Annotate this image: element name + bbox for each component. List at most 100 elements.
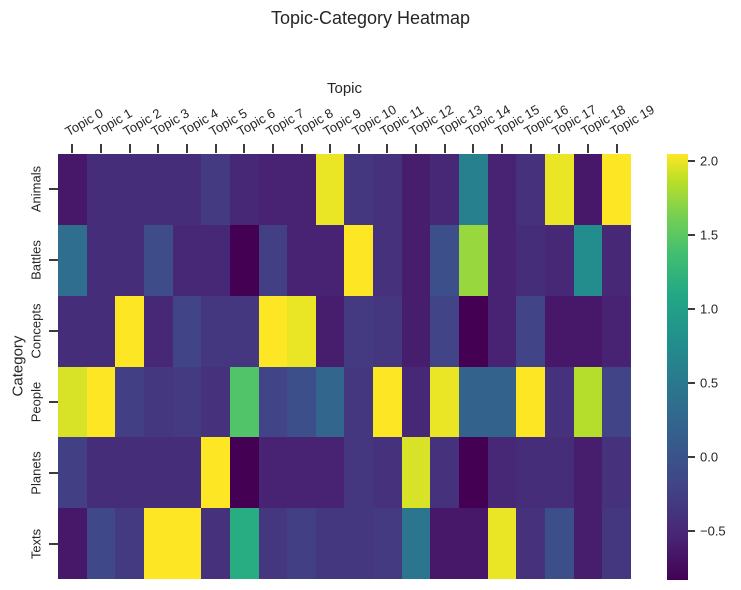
heatmap-cell [201,508,230,579]
heatmap-cell [287,154,316,225]
heatmap-cell [573,154,603,225]
y-tick [49,188,58,191]
heatmap-cell [373,508,402,579]
heatmap-cell [172,224,202,296]
heatmap-cell [487,295,517,367]
heatmap-cell [487,508,517,579]
heatmap-cell [115,295,144,367]
heatmap-cell [344,437,374,509]
heatmap-cell [430,437,460,509]
heatmap-grid [58,154,631,579]
heatmap-cell [373,437,402,509]
heatmap-cell [487,437,517,509]
x-tick [443,144,446,153]
heatmap-cell [373,154,402,225]
heatmap-cell [545,224,574,296]
x-tick [472,144,475,153]
heatmap-cell [602,437,631,509]
colorbar-tick [688,456,695,459]
x-tick [271,144,274,153]
heatmap-cell [115,366,144,438]
heatmap-cell [287,508,316,579]
heatmap-cell [430,154,460,225]
heatmap-cell [573,366,603,438]
heatmap-cell [545,154,574,225]
y-tick [49,471,58,474]
colorbar-tick-label: 0.5 [700,375,719,391]
x-tick [386,144,389,153]
heatmap-cell [172,295,202,367]
heatmap-cell [201,366,230,438]
heatmap-cell [401,508,431,579]
x-axis-label: Topic [326,80,363,97]
heatmap-cell [86,154,116,225]
heatmap-cell [573,437,603,509]
heatmap-cell [201,295,230,367]
heatmap-cell [115,154,144,225]
heatmap-cell [487,366,517,438]
heatmap-cell [459,508,488,579]
heatmap-cell [143,508,173,579]
heatmap-cell [315,295,345,367]
heatmap-cell [143,295,173,367]
heatmap-cell [545,295,574,367]
colorbar-tick [688,160,695,163]
heatmap-cell [172,508,202,579]
heatmap-cell [545,366,574,438]
x-tick [615,144,618,153]
heatmap-cell [287,295,316,367]
heatmap-cell [315,437,345,509]
heatmap-cell [115,224,144,296]
heatmap-cell [373,295,402,367]
heatmap-cell [487,154,517,225]
x-tick [128,144,131,153]
y-tick-label: Concepts [28,303,44,359]
heatmap-cell [143,154,173,225]
heatmap-cell [258,508,288,579]
heatmap-cell [86,295,116,367]
heatmap-cell [86,508,116,579]
heatmap-cell [86,224,116,296]
colorbar-tick [688,530,695,533]
y-axis-label: Category [9,335,27,397]
heatmap-cell [258,224,288,296]
x-tick [501,144,504,153]
heatmap-cell [172,437,202,509]
heatmap-cell [115,508,144,579]
heatmap-cell [58,508,87,579]
heatmap-cell [229,508,259,579]
x-tick [529,144,532,153]
heatmap-cell [143,366,173,438]
heatmap-cell [201,154,230,225]
x-tick [558,144,561,153]
colorbar-tick [688,382,695,385]
heatmap-cell [430,295,460,367]
heatmap-cell [573,224,603,296]
heatmap-cell [430,366,460,438]
heatmap-cell [287,437,316,509]
heatmap-cell [516,508,546,579]
heatmap-cell [344,366,374,438]
heatmap-cell [573,295,603,367]
heatmap-cell [229,224,259,296]
heatmap-cell [172,366,202,438]
heatmap-cell [459,224,488,296]
heatmap-cell [430,508,460,579]
heatmap-cell [58,154,87,225]
y-tick-label: Texts [28,528,44,559]
heatmap-cell [602,295,631,367]
heatmap-cell [516,366,546,438]
heatmap-cell [344,508,374,579]
heatmap-cell [115,437,144,509]
y-tick [49,400,58,403]
heatmap-cell [201,224,230,296]
y-tick-label: Animals [28,166,44,213]
heatmap-cell [315,224,345,296]
heatmap-cell [229,366,259,438]
heatmap-cell [344,154,374,225]
heatmap-cell [258,295,288,367]
heatmap-cell [545,437,574,509]
heatmap-cell [401,154,431,225]
heatmap-cell [229,154,259,225]
x-tick [185,144,188,153]
